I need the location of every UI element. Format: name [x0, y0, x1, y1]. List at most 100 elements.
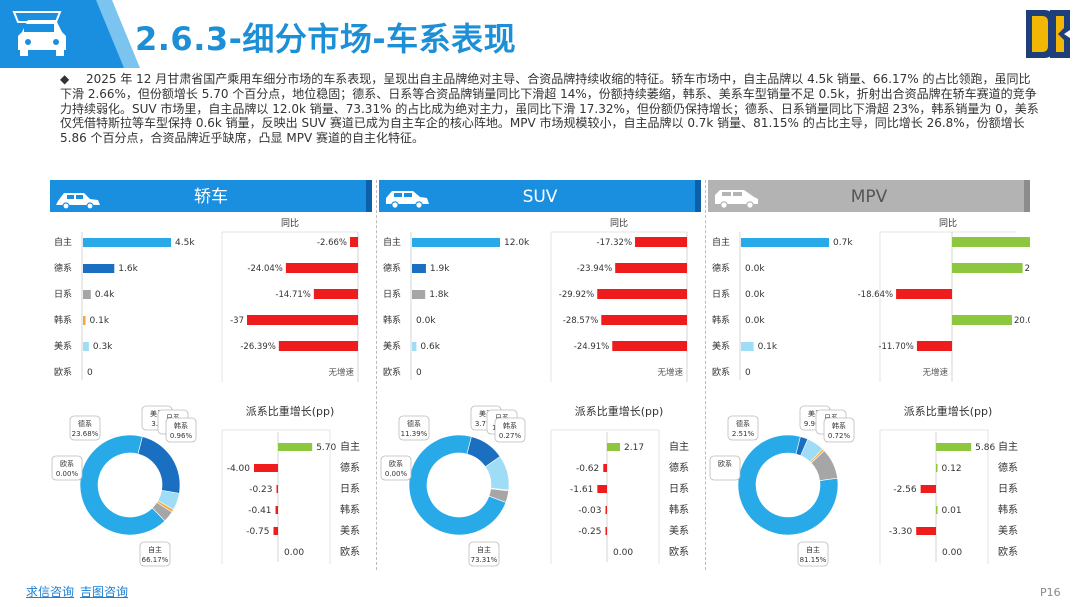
brand-logo: [1026, 10, 1070, 58]
category-label: 自主: [712, 236, 730, 248]
yoy-title: 同比: [610, 217, 628, 229]
yoy-value-label: -28.57%: [563, 316, 598, 326]
yoy-bar: [615, 263, 687, 273]
yoy-value-label: -26.39%: [240, 342, 275, 352]
category-label: 德系: [54, 262, 72, 274]
sales-value-label: 0: [745, 368, 751, 378]
category-label: 欧系: [712, 366, 730, 378]
sales-value-label: 0.0k: [416, 316, 436, 326]
share-value-label: -1.61: [570, 485, 593, 495]
share-change-title: 派系比重增长(pp): [904, 404, 993, 418]
donut-callout: 韩系 0.72%: [823, 417, 855, 443]
donut-callout-pct: 0.00%: [385, 470, 408, 478]
sales-bar: [412, 264, 426, 273]
yoy-bar: [896, 289, 952, 299]
donut-callout-name: 美系: [150, 409, 164, 418]
share-value-label: 0.01: [942, 506, 962, 516]
sales-value-label: 0.7k: [833, 238, 853, 248]
sales-value-label: 1.6k: [118, 264, 138, 274]
sedan-icon: [56, 193, 100, 210]
sales-value-label: 0.4k: [95, 290, 115, 300]
sales-bar: [741, 238, 829, 247]
share-value-label: -0.75: [246, 527, 269, 537]
footer-link-jitu[interactable]: 吉图咨询: [80, 585, 129, 599]
panel-separator: [376, 180, 377, 570]
yoy-value-label: -24.04%: [247, 264, 282, 274]
share-bar: [936, 443, 972, 451]
donut-callout-box: [165, 417, 197, 443]
donut-callout-box: [380, 455, 412, 481]
share-category-label: 美系: [669, 524, 689, 537]
donut-callout-name: 自主: [477, 545, 491, 554]
donut-callout-box: [709, 455, 741, 481]
donut-callout-box: [51, 455, 83, 481]
yoy-value-label: -14.71%: [275, 290, 310, 300]
donut-callout-name: 自主: [806, 545, 820, 554]
donut-callout-pct: 9.90%: [804, 420, 827, 428]
category-label: 日系: [383, 289, 401, 300]
segment-header-bar: [379, 180, 701, 212]
yoy-value-label: -2.66%: [317, 238, 347, 248]
donut-callout-name: 韩系: [174, 421, 188, 430]
sales-value-label: 12.0k: [504, 238, 530, 248]
yoy-bar: [350, 237, 358, 247]
footer-links: 求信咨询 吉图咨询: [26, 583, 134, 600]
donut-callout-name: 日系: [824, 413, 838, 422]
segment-header-edge: [695, 180, 701, 212]
donut-callout: 德系 2.51%: [727, 415, 759, 441]
header-banner-stripe: [96, 0, 140, 68]
share-category-label: 美系: [340, 524, 360, 537]
share-category-label: 韩系: [340, 503, 360, 516]
share-bar: [275, 506, 278, 514]
share-bar: [605, 527, 607, 535]
share-bar: [273, 527, 278, 535]
yoy-value-label: 23.53%: [1025, 264, 1030, 274]
yoy-title: 同比: [939, 217, 957, 229]
category-label: 自主: [383, 236, 401, 248]
segment-header-label: SUV: [523, 187, 558, 207]
sales-bar: [741, 342, 754, 351]
donut-slice: [408, 434, 507, 536]
share-change-title: 派系比重增长(pp): [246, 404, 335, 418]
yoy-bar: [285, 263, 358, 273]
donut-callout-name: 美系: [479, 409, 493, 418]
sales-value-label: 0.1k: [758, 342, 778, 352]
donut-slice: [737, 434, 839, 536]
sales-value-label: 0: [87, 368, 93, 378]
share-category-label: 德系: [340, 461, 360, 474]
yoy-bar: [916, 341, 952, 351]
donut-callout-name: 德系: [736, 419, 750, 428]
yoy-bar: [601, 315, 687, 325]
share-category-label: 韩系: [998, 503, 1018, 516]
sales-bar: [412, 342, 417, 351]
donut-callout-name: 德系: [407, 419, 421, 428]
share-bar: [597, 485, 607, 493]
yoy-value-label: -17.32%: [597, 238, 632, 248]
segment-header-label: MPV: [851, 187, 888, 207]
category-label: 美系: [54, 340, 72, 352]
sales-value-label: 0.1k: [90, 316, 110, 326]
donut-callout: 德系 23.68%: [69, 415, 101, 441]
donut-callout-box: [468, 541, 500, 567]
donut-callout-name: 欧系: [60, 459, 74, 468]
donut-callout: 欧系: [709, 455, 741, 481]
share-category-label: 韩系: [669, 503, 689, 516]
donut-callout-pct: 73.31%: [471, 556, 498, 564]
intro-paragraph: 2025 年 12 月甘肃省国产乘用车细分市场的车系表现，呈现出自主品牌绝对主导…: [60, 72, 1040, 146]
share-value-label: 0.12: [942, 464, 962, 474]
footer-link-qiuxin[interactable]: 求信咨询: [26, 585, 75, 599]
share-category-label: 日系: [340, 483, 360, 495]
sales-value-label: 0.3k: [93, 342, 113, 352]
page-title: 2.6.3-细分市场-车系表现: [135, 20, 517, 58]
yoy-value-label: -37: [230, 316, 244, 326]
share-value-label: 0.00: [613, 548, 633, 558]
intro-bullet: ◆: [60, 72, 70, 86]
share-change-title: 派系比重增长(pp): [575, 404, 664, 418]
suv-icon: [386, 191, 429, 209]
segment-header-bar: [708, 180, 1030, 212]
sales-value-label: 0.0k: [745, 290, 765, 300]
donut-callout: 韩系 0.96%: [165, 417, 197, 443]
share-bar: [605, 506, 607, 514]
donut-callout-pct: 0.00%: [56, 470, 79, 478]
share-bar: [603, 464, 607, 472]
